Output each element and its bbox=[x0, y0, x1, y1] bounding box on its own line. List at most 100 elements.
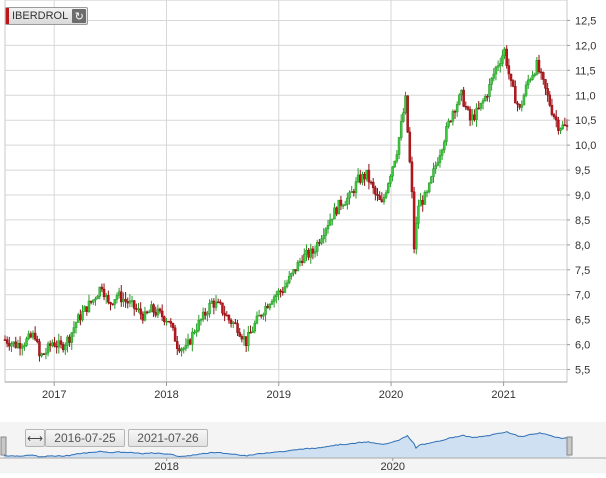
range-start-field[interactable]: 2016-07-25 bbox=[45, 429, 125, 447]
candle bbox=[83, 305, 86, 312]
candle bbox=[516, 100, 519, 112]
candle bbox=[70, 332, 74, 350]
y-tick-label: 9,0 bbox=[575, 190, 590, 202]
candle-body bbox=[92, 299, 95, 303]
candle bbox=[434, 161, 437, 174]
candle bbox=[479, 102, 483, 111]
candle-body bbox=[132, 300, 136, 309]
candle bbox=[387, 182, 390, 194]
candle-body bbox=[234, 322, 237, 324]
range-expand-icon[interactable]: ⟷ bbox=[25, 429, 45, 447]
candle-body bbox=[204, 311, 207, 316]
navigator-left-handle bbox=[0, 436, 7, 456]
refresh-icon[interactable]: ↻ bbox=[72, 9, 87, 23]
candle-body bbox=[468, 109, 472, 121]
candle-body bbox=[494, 66, 498, 75]
ticker-badge[interactable]: IBERDROL ↻ bbox=[5, 7, 89, 25]
candle-body bbox=[554, 116, 558, 121]
candle-body bbox=[154, 311, 157, 316]
candle bbox=[490, 77, 493, 91]
candle bbox=[363, 171, 366, 186]
candle bbox=[61, 341, 65, 353]
candle bbox=[526, 74, 530, 89]
navigator-year-label: 2018 bbox=[154, 461, 178, 473]
candle bbox=[20, 343, 24, 356]
candle-body bbox=[365, 169, 368, 180]
candle bbox=[188, 338, 192, 346]
candle bbox=[229, 318, 233, 328]
candle-body bbox=[393, 160, 396, 168]
candle bbox=[145, 310, 149, 315]
candle bbox=[214, 295, 218, 311]
candle-body bbox=[440, 149, 444, 156]
candle bbox=[348, 190, 351, 205]
candle bbox=[259, 314, 263, 319]
candle bbox=[5, 336, 9, 348]
candle bbox=[477, 101, 480, 110]
candle-body bbox=[70, 332, 74, 343]
candle-body bbox=[109, 302, 112, 305]
candle bbox=[221, 302, 224, 316]
candle bbox=[272, 294, 276, 308]
candle bbox=[225, 311, 229, 317]
candle-body bbox=[40, 353, 43, 357]
candle-body bbox=[374, 187, 377, 195]
candle-body bbox=[96, 295, 99, 300]
candle bbox=[520, 100, 524, 112]
candle-body bbox=[389, 175, 392, 184]
candle bbox=[402, 107, 405, 123]
candle bbox=[156, 304, 160, 319]
candle-body bbox=[486, 96, 489, 98]
candle-body bbox=[376, 194, 379, 196]
candle bbox=[522, 93, 526, 106]
range-end-field[interactable]: 2021-07-26 bbox=[128, 429, 208, 447]
candle-body bbox=[300, 260, 304, 263]
candle-body bbox=[453, 111, 457, 113]
candle-body bbox=[559, 128, 562, 131]
candle-body bbox=[359, 174, 362, 183]
candle bbox=[210, 298, 213, 304]
candle bbox=[277, 288, 280, 301]
candle bbox=[275, 290, 278, 304]
candle bbox=[18, 336, 22, 356]
candle-body bbox=[130, 300, 134, 302]
candle-body bbox=[23, 345, 26, 348]
candle bbox=[53, 337, 56, 348]
candle bbox=[494, 65, 498, 81]
candle-body bbox=[57, 340, 61, 348]
candle bbox=[339, 195, 343, 211]
candle bbox=[87, 294, 91, 313]
candle bbox=[242, 329, 246, 346]
candle bbox=[201, 307, 205, 322]
candle-body bbox=[229, 319, 233, 324]
candle-body bbox=[171, 322, 175, 328]
candle-body bbox=[436, 162, 440, 166]
candle-body bbox=[264, 305, 267, 315]
candle-body bbox=[98, 286, 101, 297]
candle bbox=[449, 120, 452, 123]
candle bbox=[163, 315, 166, 326]
candle bbox=[173, 324, 177, 342]
candle bbox=[182, 346, 185, 354]
candle-body bbox=[434, 165, 437, 170]
candle bbox=[23, 342, 26, 352]
candle bbox=[264, 302, 267, 322]
candle-body bbox=[402, 112, 405, 122]
candle-body bbox=[432, 168, 435, 177]
candle-body bbox=[369, 181, 373, 184]
candle-body bbox=[268, 304, 272, 309]
candle-body bbox=[544, 79, 547, 89]
candle-body bbox=[266, 305, 269, 309]
candle-body bbox=[505, 48, 508, 66]
candle-body bbox=[320, 238, 323, 244]
candle-body bbox=[27, 333, 30, 339]
candle bbox=[333, 202, 336, 220]
candle bbox=[354, 177, 358, 199]
candle-body bbox=[535, 60, 539, 75]
candle-body bbox=[197, 319, 201, 331]
candle-body bbox=[337, 199, 341, 215]
candle bbox=[417, 199, 420, 229]
candle-body bbox=[412, 191, 416, 250]
